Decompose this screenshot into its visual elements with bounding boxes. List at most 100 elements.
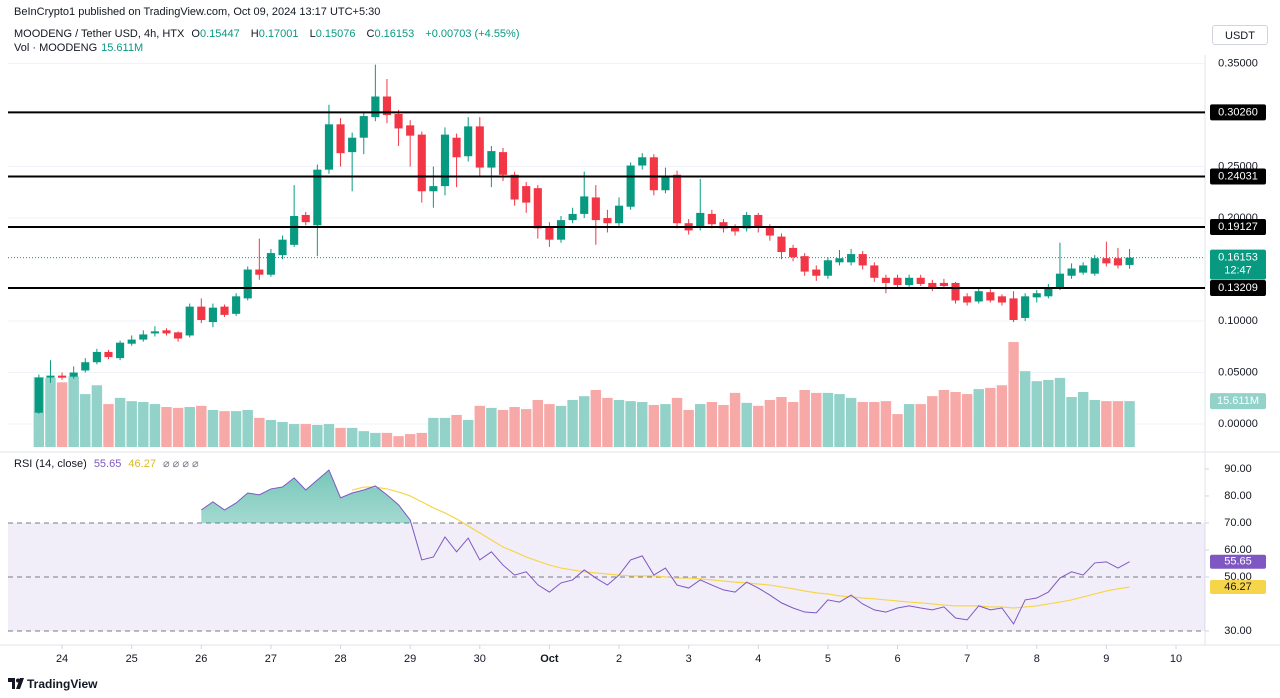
volume-bar (625, 401, 636, 447)
volume-bar (207, 409, 219, 447)
candle-body (777, 236, 786, 253)
rsi-icons: ⌀ ⌀ ⌀ ⌀ (163, 458, 199, 470)
candle-body (220, 306, 229, 315)
rsi-title: RSI (14, close) (14, 458, 87, 470)
volume-bar (288, 424, 300, 447)
volume-bar (184, 407, 195, 447)
volume-bar (474, 405, 486, 447)
volume-bar (532, 399, 544, 447)
ohlc-value: 0.15076 (315, 28, 356, 40)
level-label: 0.19127 (1218, 221, 1258, 233)
candle-body (92, 351, 101, 363)
candle-body (301, 214, 310, 223)
volume-bar (346, 427, 358, 447)
rsi-ma-value: 46.27 (128, 458, 156, 470)
candle-body (986, 292, 995, 301)
volume-bar (776, 397, 787, 447)
volume-label: 15.611M (1217, 395, 1259, 407)
volume-bar (822, 392, 834, 447)
candle-body (696, 212, 705, 227)
rsi-tick-label: 60.00 (1224, 544, 1252, 556)
rsi-label-box (1210, 580, 1266, 595)
rsi-tick-label: 90.00 (1224, 463, 1252, 475)
volume-bar (985, 387, 996, 447)
x-tick-label: 26 (195, 653, 207, 665)
volume-bar (520, 409, 532, 447)
candle-body (1125, 257, 1134, 265)
volume-bar (370, 432, 381, 447)
rsi-label: 55.65 (1224, 556, 1252, 568)
volume-bar (404, 434, 416, 447)
candle-body (452, 137, 461, 158)
candle-body (1044, 288, 1053, 297)
candle-body (1055, 273, 1065, 289)
candle-body (533, 188, 542, 229)
candle-body (963, 296, 972, 303)
volume-bar (811, 392, 822, 447)
ohlc: H0.17001 (251, 28, 303, 40)
candle-body (580, 196, 589, 214)
volume-bar (126, 401, 137, 447)
volume-bar (1089, 399, 1100, 447)
x-tick-label: 8 (1034, 653, 1040, 665)
candle-body (278, 239, 287, 256)
candle-body (916, 277, 925, 284)
volume-bar (567, 399, 578, 447)
y-tick-label: 0.10000 (1218, 315, 1258, 327)
candle-body (313, 169, 322, 226)
candle-body (870, 265, 879, 278)
currency-button[interactable]: USDT (1212, 25, 1268, 45)
x-tick-label: 4 (755, 653, 761, 665)
volume-bar (961, 394, 973, 447)
candle-body (498, 152, 508, 175)
volume-bar (428, 417, 439, 447)
candle-body (104, 351, 113, 358)
x-tick-label: 5 (825, 653, 831, 665)
candle-body (881, 277, 890, 283)
volume-bar (613, 399, 625, 447)
ohlc-label: L (309, 28, 316, 40)
x-tick-label: 25 (126, 653, 138, 665)
x-tick-label: 9 (1103, 653, 1109, 665)
candle-body (371, 96, 380, 118)
volume-bar (834, 394, 845, 447)
candle-body (835, 258, 844, 263)
candle-body (754, 214, 763, 228)
volume-bar (799, 389, 810, 447)
candle-body (905, 277, 914, 285)
volume-bar (312, 424, 323, 447)
volume-bar (138, 402, 149, 447)
x-tick-label: 29 (404, 653, 416, 665)
volume-bar (1077, 392, 1089, 447)
candle-body (266, 253, 275, 275)
y-tick-label: 0.35000 (1218, 57, 1258, 69)
volume-bar (938, 389, 950, 447)
volume-bar (892, 414, 903, 447)
y-tick-label: 0.05000 (1218, 366, 1258, 378)
x-tick-label: 2 (616, 653, 622, 665)
x-tick-label: 6 (894, 653, 900, 665)
candle-body (591, 197, 600, 221)
volume-value: 15.611M (101, 42, 144, 54)
candle-body (1021, 296, 1030, 318)
volume-bar (45, 377, 56, 447)
volume-bar (1031, 381, 1042, 447)
candle-body (568, 213, 577, 221)
volume-bar (1043, 379, 1054, 447)
candle-body (522, 186, 531, 203)
symbol-legend: MOODENG / Tether USD, 4h, HTX O0.15447 H… (14, 28, 524, 40)
level-label: 0.30260 (1218, 106, 1258, 118)
candle-body (1009, 298, 1018, 321)
ohlc-value: 0.15447 (199, 28, 240, 40)
candle-body (69, 372, 78, 377)
volume-bar (845, 397, 857, 447)
candle-body (847, 254, 856, 263)
volume-bar (172, 407, 184, 447)
volume-bar (497, 409, 509, 447)
level-label-box (1210, 168, 1266, 185)
ohlc: C0.16153 (367, 28, 419, 40)
candle-body (823, 260, 832, 276)
candle-body (197, 306, 206, 321)
volume-bar (950, 392, 961, 447)
volume-bar (915, 404, 926, 447)
